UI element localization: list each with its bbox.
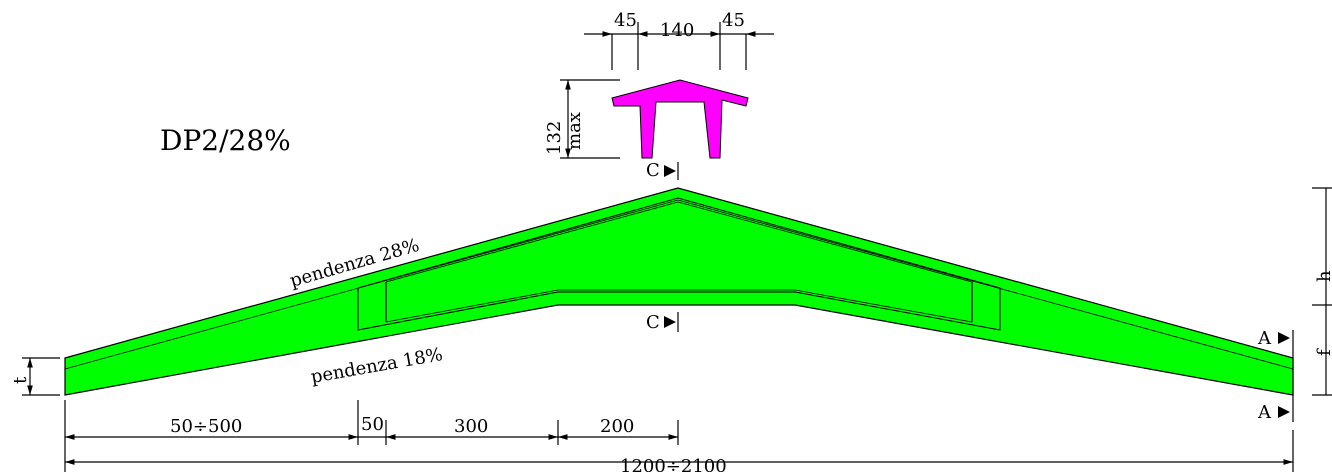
drawing-title: DP2/28% [160,124,291,157]
beam-inner-outline [357,197,1001,331]
section-mark-a: A A [1257,328,1294,423]
section-mark-c-bottom: C [646,312,679,333]
dim-height-note: max [564,112,585,150]
section-mark-c-top: C [646,160,679,181]
slope-bottom-label: pendenza 18% [309,344,444,388]
section-c-top-label: C [646,160,660,181]
dim-web-gap: 140 [660,20,694,41]
cross-section: 45 140 45 132 max [544,10,774,159]
end-dim-left: t [10,357,60,396]
end-dim-right: h f [1312,187,1332,396]
dim-height: 132 [544,121,565,155]
span-dim-2: 50 [361,414,384,435]
section-shape [611,79,749,159]
span-dim-total: 1200÷2100 [620,456,727,472]
end-dim-t: t [10,376,31,384]
beam [64,187,1294,396]
end-dim-f: f [1314,348,1332,356]
section-a-top-label: A [1257,328,1272,349]
span-dim-4: 200 [600,416,634,437]
dim-flange-right: 45 [722,10,745,31]
dim-flange-left: 45 [614,10,637,31]
span-dim-3: 300 [454,416,488,437]
section-a-bottom-label: A [1257,402,1272,423]
section-c-bottom-label: C [646,312,660,333]
end-dim-h: h [1314,270,1332,282]
span-dimensions: 50÷500 50 300 200 1200÷2100 [64,400,1294,472]
span-dim-1: 50÷500 [170,416,242,437]
